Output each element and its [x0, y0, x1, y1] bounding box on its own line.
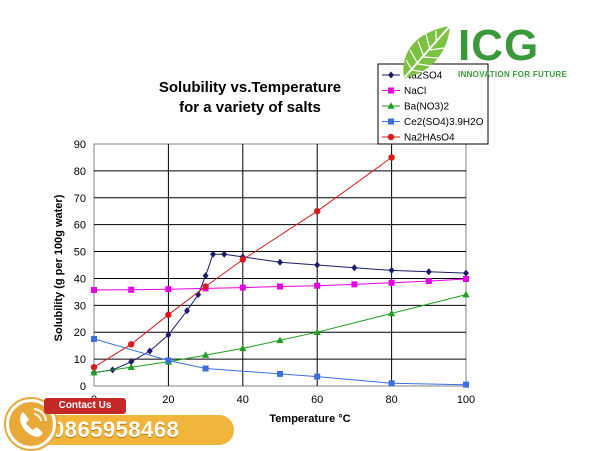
chart-title-line-2: for a variety of salts	[179, 99, 321, 116]
series-na2haso4	[90, 154, 395, 371]
legend-box	[377, 63, 489, 145]
legend-marker-nacl	[388, 87, 394, 94]
data-point-na2so4	[388, 266, 395, 274]
y-tick-label: 30	[74, 300, 86, 312]
y-tick-label: 40	[74, 273, 86, 285]
y-tick-label: 60	[74, 220, 86, 232]
data-point-ba-no3-2	[388, 309, 396, 317]
data-point-na2haso4	[239, 256, 246, 263]
data-point-ce2-so4-3-9h2o	[277, 370, 283, 377]
data-point-na2haso4	[128, 341, 135, 348]
chart-title-line-1: Solubility vs.Temperature	[159, 79, 341, 96]
data-point-ba-no3-2	[239, 344, 247, 352]
y-tick-label: 20	[74, 327, 86, 339]
data-point-ce2-so4-3-9h2o	[202, 365, 209, 372]
data-point-nacl	[351, 281, 358, 288]
phone-bar	[38, 415, 234, 445]
y-tick-label: 80	[74, 166, 86, 178]
data-point-na2haso4	[314, 208, 321, 215]
data-point-nacl	[425, 278, 432, 285]
legend-marker-na2so4	[388, 71, 394, 79]
phone-number[interactable]: 0865958468	[52, 417, 180, 442]
data-point-nacl	[277, 283, 283, 290]
x-tick-label: 100	[457, 394, 475, 406]
data-point-na2so4	[277, 258, 283, 266]
legend-label-ce2-so4-3-9h2o: Ce2(SO4)3.9H2O	[404, 117, 484, 128]
y-axis-label: Solubility (g per 100g water)	[53, 194, 65, 341]
legend-label-ba-no3-2: Ba(NO3)2	[404, 102, 449, 113]
data-point-na2haso4	[90, 363, 98, 371]
data-point-ba-no3-2	[127, 363, 135, 370]
data-point-na2so4	[128, 358, 135, 366]
contact-banner[interactable]: 0865958468 Contact Us	[0, 396, 250, 450]
data-point-nacl	[388, 279, 395, 286]
series	[90, 154, 470, 388]
data-point-ce2-so4-3-9h2o	[463, 381, 469, 388]
series-ba-no3-2	[90, 290, 470, 376]
icg-logo: ICG INNOVATION FOR FUTURE	[398, 22, 594, 84]
legend-marker-ba-no3-2	[387, 102, 395, 109]
data-point-ba-no3-2	[276, 336, 284, 344]
legend-label-na2haso4: Na2HAsO4	[404, 133, 455, 144]
data-point-na2haso4	[202, 283, 209, 290]
data-point-na2so4	[314, 261, 321, 269]
data-point-nacl	[314, 282, 321, 289]
data-point-ba-no3-2	[462, 290, 470, 298]
legend-marker-na2haso4	[387, 133, 395, 141]
legend: Na2SO4 NaCl Ba(NO3)2 Ce2(SO4)3.9H2O Na2HAsO4	[377, 63, 489, 145]
data-point-ba-no3-2	[202, 351, 210, 358]
contact-label[interactable]: Contact Us	[44, 398, 126, 414]
series-ce2-so4-3-9h2o	[91, 335, 469, 388]
legend-label-na2so4: Na2SO4	[404, 71, 443, 82]
legend-marker-ce2-so4-3-9h2o	[388, 118, 394, 125]
y-tick-label: 90	[74, 139, 86, 151]
data-point-na2so4	[202, 272, 209, 280]
data-point-ce2-so4-3-9h2o	[314, 373, 321, 380]
logo-text: ICG	[458, 21, 540, 70]
data-point-na2so4	[165, 331, 172, 339]
data-point-na2so4	[221, 250, 228, 258]
data-point-ce2-so4-3-9h2o	[165, 357, 172, 364]
x-tick-label: 40	[237, 394, 249, 406]
data-point-nacl	[239, 284, 246, 291]
x-tick-label: 80	[385, 394, 397, 406]
data-point-na2so4	[210, 250, 217, 258]
data-point-ce2-so4-3-9h2o	[91, 335, 97, 342]
legend-label-nacl: NaCl	[404, 86, 426, 97]
data-point-ba-no3-2	[313, 328, 321, 336]
data-point-nacl	[91, 287, 97, 294]
x-tick-label: 60	[311, 394, 323, 406]
data-point-nacl	[463, 275, 469, 282]
x-axis-label: Temperature °C	[269, 413, 350, 425]
y-tick-label: 70	[74, 193, 86, 205]
data-point-ce2-so4-3-9h2o	[388, 380, 395, 387]
data-point-nacl	[165, 286, 172, 293]
y-tick-label: 0	[80, 381, 86, 393]
data-point-na2haso4	[165, 311, 172, 318]
data-point-na2so4	[146, 347, 153, 355]
x-tick-label: 20	[162, 394, 174, 406]
data-point-nacl	[128, 286, 135, 293]
data-point-na2so4	[425, 268, 432, 276]
logo-tagline: INNOVATION FOR FUTURE	[458, 70, 568, 79]
data-point-na2so4	[351, 264, 358, 272]
data-point-na2so4	[463, 269, 469, 277]
y-tick-label: 10	[74, 354, 86, 366]
tick-labels: 0102030405060708090020406080100	[74, 139, 475, 406]
y-tick-label: 50	[74, 247, 86, 259]
data-point-na2so4	[184, 307, 190, 315]
leaf-icon	[403, 25, 451, 79]
data-point-ba-no3-2	[90, 368, 98, 376]
data-point-na2haso4	[388, 154, 395, 161]
phone-icon	[20, 408, 47, 437]
